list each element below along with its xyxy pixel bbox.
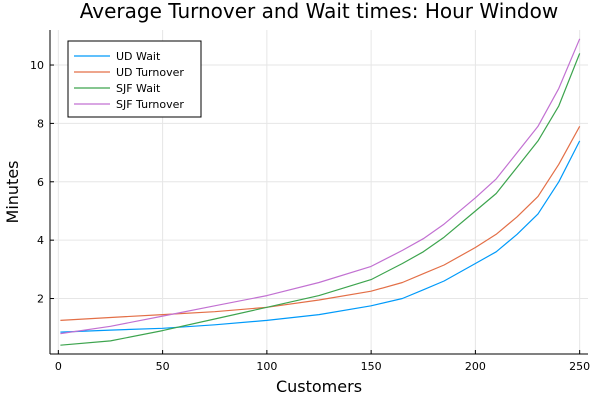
- y-tick-label: 2: [37, 293, 44, 306]
- series-line-3: [60, 38, 581, 335]
- series-line-1: [60, 126, 581, 321]
- x-tick-label: 150: [361, 360, 382, 373]
- series-lines: [60, 38, 581, 346]
- x-tick-label: 100: [256, 360, 277, 373]
- series-line-0: [60, 140, 581, 333]
- y-tick-label: 8: [37, 117, 44, 130]
- legend-label-3: SJF Turnover: [116, 98, 184, 111]
- series-line-2: [60, 53, 581, 346]
- x-tick-label: 0: [55, 360, 62, 373]
- legend-label-2: SJF Wait: [116, 82, 161, 95]
- legend-label-0: UD Wait: [116, 50, 161, 63]
- y-tick-label: 4: [37, 234, 44, 247]
- y-axis-ticks: 2 4 6 8 10: [30, 59, 54, 306]
- x-axis-ticks: 0 50 100 150 200 250: [55, 350, 590, 373]
- y-tick-label: 10: [30, 59, 44, 72]
- x-tick-label: 50: [156, 360, 170, 373]
- x-tick-label: 250: [569, 360, 590, 373]
- x-axis-label: Customers: [276, 377, 362, 396]
- legend: UD Wait UD Turnover SJF Wait SJF Turnover: [67, 40, 202, 118]
- legend-label-1: UD Turnover: [116, 66, 184, 79]
- x-tick-label: 200: [465, 360, 486, 373]
- y-axis-label: Minutes: [3, 161, 22, 224]
- y-tick-label: 6: [37, 176, 44, 189]
- chart-title: Average Turnover and Wait times: Hour Wi…: [80, 0, 558, 23]
